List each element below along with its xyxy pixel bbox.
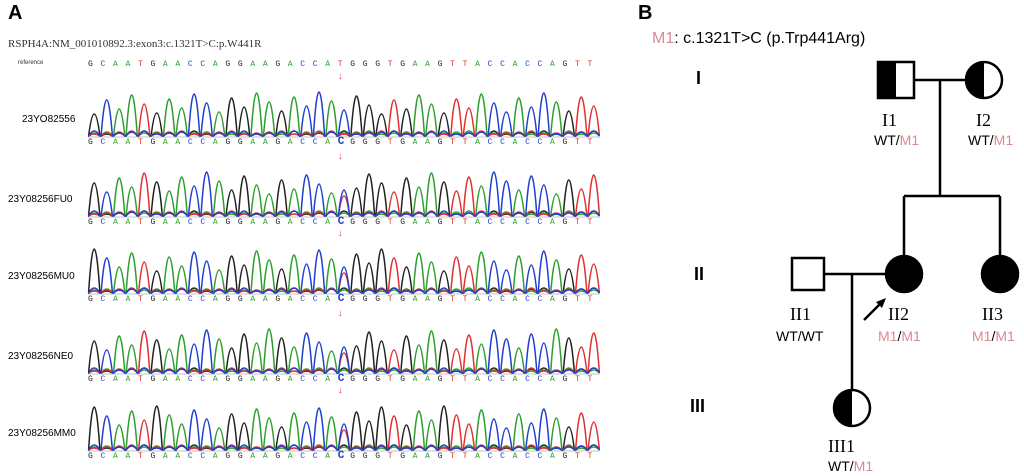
trace-A: [88, 250, 600, 294]
individual-II2-symbol: [884, 254, 924, 294]
panel-b-letter: B: [638, 2, 653, 24]
individual-III1-symbol: [832, 388, 872, 428]
sample-label: 23Y08256MM0: [8, 428, 76, 439]
trace-A: [88, 172, 600, 217]
reference-label: reference: [18, 60, 44, 66]
chromatogram-traces: [87, 91, 601, 452]
generation-label-1: I: [696, 68, 702, 88]
sample-label: 23Y08256NE0: [8, 351, 74, 362]
trace-A: [88, 328, 600, 374]
sample-label: 23YO82556: [22, 114, 76, 125]
individual-id: II1: [790, 304, 811, 324]
genotype: M1/M1: [878, 328, 921, 344]
sample-label: 23Y08256FU0: [8, 194, 73, 205]
mutation-arrow: ↓: [337, 151, 343, 162]
mutation-arrow: ↓: [337, 385, 343, 396]
trace-C: [87, 171, 601, 217]
individual-I2-symbol: [964, 60, 1004, 100]
mutation-arrow: ↓: [337, 308, 343, 319]
panel-a-letter: A: [8, 2, 23, 24]
trace-C: [87, 91, 601, 137]
variant-legend-text: : c.1321T>C (p.Trp441Arg): [674, 30, 866, 47]
sample-label: 23Y08256MU0: [8, 271, 75, 282]
individual-II1-symbol: [790, 256, 826, 292]
variant-legend: M1: c.1321T>C (p.Trp441Arg): [652, 30, 865, 48]
individual-id: I1: [882, 110, 897, 130]
trace-C: [87, 329, 601, 374]
individual-id: III1: [828, 436, 855, 456]
individual-I1-symbol: [876, 60, 916, 100]
pedigree-panel: B M1: c.1321T>C (p.Trp441Arg) I II III: [620, 0, 1024, 476]
individual-id: II3: [982, 304, 1003, 324]
variant-title: RSPH4A:NM_001010892.3:exon3:c.1321T>C:p.…: [8, 38, 262, 50]
genotype: WT/M1: [968, 132, 1014, 148]
generation-label-2: II: [694, 264, 705, 284]
individual-II3-symbol: [980, 254, 1020, 294]
trace-A: [88, 92, 600, 137]
individual-id: II2: [888, 304, 909, 324]
individual-id: I2: [976, 110, 991, 130]
pedigree-chart: [790, 60, 1020, 428]
genotype: WT/M1: [874, 132, 920, 148]
genotype: M1/M1: [972, 328, 1015, 344]
genotype: WT/WT: [776, 328, 824, 344]
generation-label-3: III: [690, 396, 706, 416]
sanger-panel: A RSPH4A:NM_001010892.3:exon3:c.1321T>C:…: [8, 2, 601, 462]
variant-legend-prefix: M1: [652, 30, 675, 47]
trace-C: [87, 407, 601, 451]
mutation-arrow: ↓: [337, 228, 343, 239]
mutation-arrow: ↓: [337, 71, 343, 82]
genotype: WT/M1: [828, 458, 874, 474]
trace-C: [87, 249, 601, 294]
